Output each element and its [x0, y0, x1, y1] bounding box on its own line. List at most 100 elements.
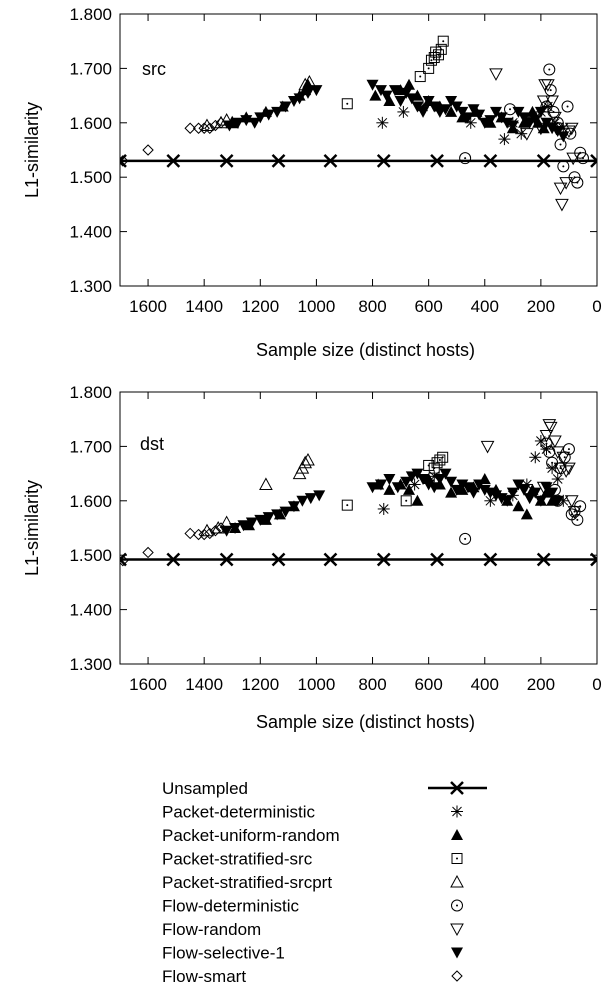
data-point: [562, 443, 575, 456]
data-point: [366, 79, 379, 91]
x-tick-label: 1400: [185, 675, 223, 694]
data-point: [571, 513, 584, 526]
data-point: [287, 501, 300, 513]
data-point: [293, 93, 306, 105]
data-point: [548, 435, 562, 449]
legend-entry: Flow-smart: [162, 967, 463, 986]
data-point: [554, 138, 567, 151]
legend-label: Packet-deterministic: [162, 803, 316, 822]
data-point: [298, 455, 313, 469]
data-point: [515, 127, 528, 140]
legend: Unsampled Packet-deterministic Packet-unif…: [162, 779, 487, 986]
series-flow-selective-1: [220, 468, 564, 537]
data-point: [192, 528, 205, 541]
y-axis-label: L1-similarity: [22, 102, 42, 198]
y-tick-label: 1.800: [69, 5, 112, 24]
data-point: [254, 514, 267, 526]
x-tick-label: 600: [414, 675, 442, 694]
data-point: [376, 116, 389, 129]
series-packet-stratified-src: [341, 451, 449, 511]
x-tick-label: 400: [471, 297, 499, 316]
legend-marker: [451, 829, 463, 840]
data-point: [366, 482, 379, 494]
data-point: [536, 95, 551, 109]
legend-entry: Packet-stratified-src: [162, 850, 463, 869]
data-point: [120, 155, 129, 167]
legend-marker: [451, 805, 463, 818]
data-point: [506, 120, 519, 132]
data-point: [590, 153, 597, 168]
data-point: [551, 473, 564, 486]
data-point: [313, 490, 326, 502]
data-point: [403, 78, 416, 90]
y-tick-label: 1.500: [69, 168, 112, 187]
data-point: [142, 144, 154, 156]
chart-panel-src: 1.300 1.400 1.500 1.600 1.700 1.800 1600 1400 12…: [22, 5, 602, 360]
data-point: [323, 552, 338, 567]
legend-entry: Flow-deterministic: [162, 897, 463, 916]
x-tick-label: 800: [358, 297, 386, 316]
data-point: [304, 493, 317, 505]
legend-marker: [451, 947, 463, 959]
data-point: [529, 115, 542, 127]
data-point: [557, 131, 570, 143]
data-point: [536, 153, 551, 168]
data-point: [529, 451, 542, 464]
data-point: [400, 495, 412, 507]
data-point: [184, 122, 196, 134]
data-point: [310, 85, 323, 97]
data-point: [397, 105, 410, 118]
data-point: [209, 525, 222, 537]
y-tick-label: 1.700: [69, 59, 112, 78]
data-point: [430, 153, 444, 168]
legend-entry: Packet-deterministic: [162, 803, 463, 822]
y-tick-label: 1.300: [69, 655, 112, 674]
data-point: [484, 115, 497, 127]
data-point: [262, 512, 275, 524]
data-point: [279, 506, 292, 518]
data-point: [464, 116, 477, 129]
data-point: [219, 153, 234, 168]
data-point: [520, 508, 533, 520]
data-point: [223, 120, 236, 132]
chart-panel-dst: 1.300 1.400 1.500 1.600 1.700 1.800 1600 1400 12…: [22, 383, 602, 732]
data-point: [567, 506, 582, 519]
data-point: [374, 479, 387, 491]
legend-label: Flow-smart: [162, 967, 246, 986]
legend-entry: Packet-uniform-random: [162, 826, 463, 845]
data-point: [296, 495, 309, 507]
series-packet-stratified-srcprt: [200, 452, 315, 537]
data-point: [534, 495, 547, 507]
data-point: [518, 484, 531, 496]
data-point: [120, 552, 127, 567]
y-axis-label: L1-similarity: [22, 480, 42, 576]
data-point: [254, 112, 267, 124]
y-tick-label: 1.400: [69, 601, 112, 620]
data-point: [445, 486, 458, 498]
legend-label: Packet-uniform-random: [162, 826, 340, 845]
legend-label: Flow-selective-1: [162, 944, 285, 963]
data-point: [279, 101, 292, 113]
data-point: [543, 421, 558, 435]
data-point: [498, 133, 511, 146]
data-point: [184, 527, 196, 540]
x-tick-label: 1000: [297, 297, 335, 316]
x-tick-label: 0: [592, 675, 601, 694]
data-point: [231, 117, 244, 129]
data-point: [417, 106, 430, 118]
x-tick-label: 200: [527, 675, 555, 694]
data-point: [120, 554, 129, 567]
y-tick-label: 1.300: [69, 277, 112, 296]
series-unsampled: [120, 153, 597, 168]
data-point: [445, 476, 458, 488]
data-point: [556, 451, 571, 465]
series-flow-selective-1: [223, 79, 570, 143]
data-point: [219, 552, 234, 567]
data-point: [534, 122, 548, 136]
x-tick-label: 800: [358, 675, 386, 694]
data-point: [414, 71, 426, 83]
data-point: [506, 487, 519, 499]
series-packet-uniform-random: [226, 78, 550, 134]
